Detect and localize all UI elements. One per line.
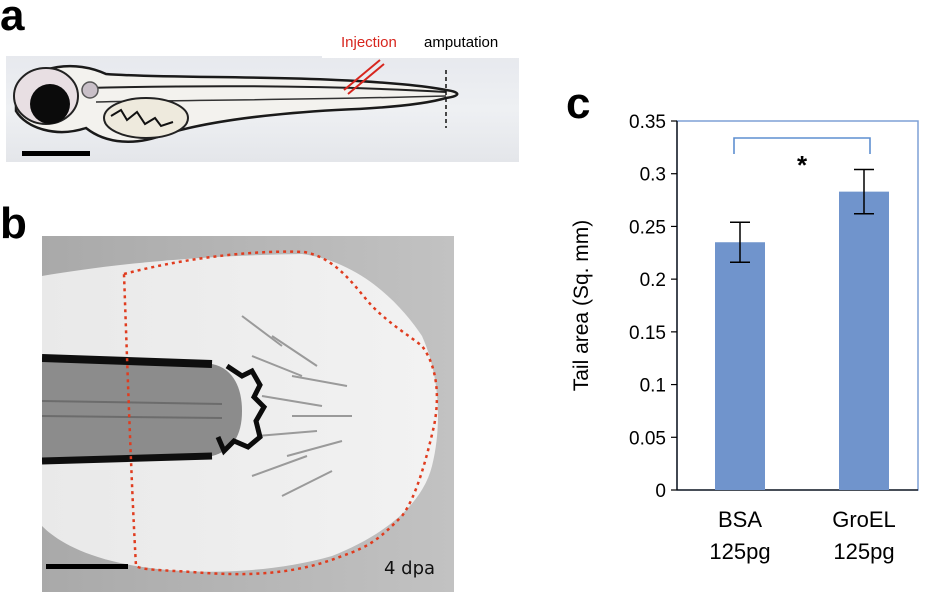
y-tick-label: 0.3 [640,165,666,186]
yolk [103,97,189,139]
amputation-label: amputation [424,34,499,51]
y-tick-label: 0.35 [629,112,666,133]
y-tick-label: 0.15 [629,323,666,344]
tail-photo [41,236,454,592]
significance-bracket: * [733,137,871,180]
larva-eye [30,84,70,124]
y-tick-label: 0 [655,481,666,502]
bar-bsa [715,242,765,490]
trunk [42,358,242,461]
larva-photo [6,56,519,162]
y-axis-label: Tail area (Sq. mm) [570,220,593,392]
bar-groel [839,191,889,490]
significance-star: * [797,150,808,180]
notochord [41,400,223,419]
notochord-line [85,85,447,93]
y-tick-label: 0.1 [640,376,666,397]
time-label: 4 dpa [384,558,436,579]
pigment-cluster [215,363,268,456]
y-tick-label: 0.2 [640,270,666,291]
injection-arrow [343,59,381,91]
panel-a-letter: a [0,0,25,40]
tail-drawing [41,236,454,592]
category-labels: BSA 125pg GroEL 125pg [709,507,895,564]
regenerate-outline [122,250,439,576]
category-label: BSA [718,507,762,532]
injection-arrow-2 [347,63,385,95]
scale-bar-a [22,151,90,156]
yolk-pigment [110,108,174,128]
scale-bar-b [46,564,128,569]
bracket-line [733,137,871,154]
y-tick-label: 0.25 [629,217,666,238]
y-axis-ticks: 0 0.05 0.1 0.15 0.2 0.25 0.3 0.35 [629,112,677,502]
y-tick-label: 0.05 [629,428,666,449]
panel-b-letter: b [0,199,27,248]
ear [81,81,99,99]
panel-c-letter: c [566,79,591,128]
annotation-backdrop [322,30,526,58]
trunk-pigment-bottom [41,452,213,465]
larva-drawing [13,59,459,156]
fin-rays [241,315,352,497]
category-label: GroEL [832,507,896,532]
injection-label: Injection [341,34,397,51]
category-label: 125pg [709,539,770,564]
bars [715,168,889,490]
category-label: 125pg [833,539,894,564]
